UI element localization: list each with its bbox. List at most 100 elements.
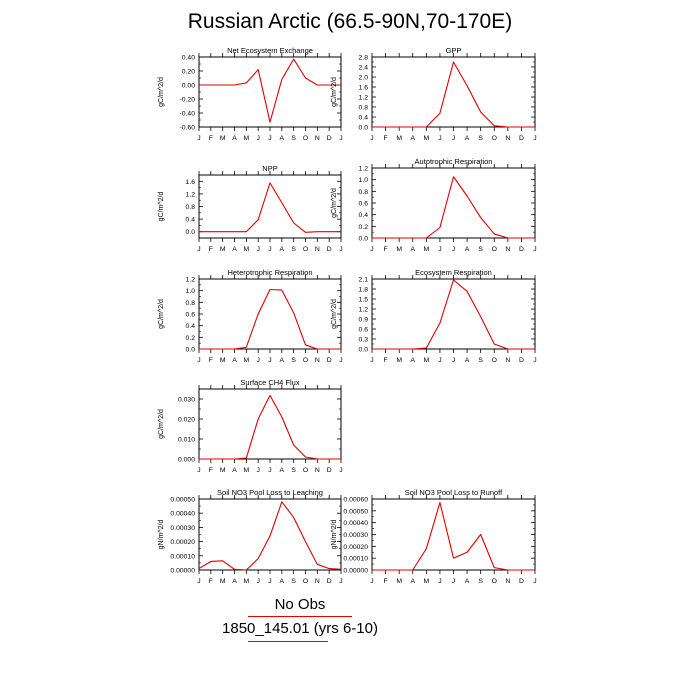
- x-tick-label: D: [327, 135, 332, 142]
- x-tick-label: A: [410, 578, 415, 585]
- x-tick-label: J: [452, 357, 455, 364]
- x-tick-label: J: [268, 246, 271, 253]
- y-tick-label: 0.3: [359, 337, 369, 344]
- y-tick-label: 0.8: [359, 189, 369, 196]
- y-axis-label: gC/m^2/d: [158, 77, 165, 107]
- plot-frame: [371, 278, 536, 350]
- y-tick-label: 0.00: [182, 83, 195, 90]
- y-tick-label: 0.00040: [170, 511, 195, 518]
- panel-title: Soil NO3 Pool Loss to Leaching: [217, 488, 323, 497]
- x-tick-label: J: [256, 578, 259, 585]
- y-tick-label: 0.00030: [343, 532, 368, 539]
- x-tick-label: N: [315, 135, 320, 142]
- y-tick-label: 0.00000: [170, 568, 195, 575]
- x-tick-label: J: [339, 135, 342, 142]
- x-tick-label: M: [396, 578, 402, 585]
- x-tick-label: M: [423, 246, 429, 253]
- x-tick-label: J: [339, 578, 342, 585]
- x-tick-label: A: [280, 578, 285, 585]
- x-tick-label: N: [315, 357, 320, 364]
- y-tick-label: 0.000: [178, 457, 195, 464]
- y-tick-label: 0.9: [359, 317, 369, 324]
- x-tick-label: J: [256, 246, 259, 253]
- x-tick-label: J: [533, 578, 536, 585]
- x-tick-label: J: [370, 578, 373, 585]
- x-tick-label: J: [256, 467, 259, 474]
- y-tick-label: 0.4: [359, 212, 369, 219]
- x-tick-label: A: [465, 578, 470, 585]
- x-tick-label: M: [220, 135, 226, 142]
- x-tick-label: J: [452, 578, 455, 585]
- x-tick-label: J: [533, 246, 536, 253]
- x-tick-label: O: [303, 357, 308, 364]
- x-tick-label: O: [303, 246, 308, 253]
- y-tick-label: 0.6: [186, 312, 196, 319]
- chart-panel-2: GPP gC/m^2/d 0.0 0.4 0.8 1.2 1.6 2.0 2.4 2.8 J F M A M…: [331, 46, 537, 142]
- x-tick-label: J: [339, 467, 342, 474]
- x-tick-label: M: [220, 467, 226, 474]
- y-tick-label: 0.010: [178, 437, 195, 444]
- figure-title: Russian Arctic (66.5-90N,70-170E): [187, 10, 513, 33]
- x-tick-label: D: [519, 135, 524, 142]
- x-tick-label: M: [243, 578, 249, 585]
- y-tick-label: 0.00050: [170, 497, 195, 504]
- x-tick-label: D: [327, 357, 332, 364]
- y-tick-label: 1.2: [359, 166, 369, 173]
- y-tick-label: 2.0: [359, 75, 369, 82]
- x-tick-label: A: [280, 357, 285, 364]
- x-tick-label: N: [315, 246, 320, 253]
- legend-obs-line: [248, 616, 352, 617]
- x-tick-label: A: [232, 246, 237, 253]
- y-tick-label: 0.0: [186, 347, 196, 354]
- x-tick-label: J: [533, 135, 536, 142]
- y-tick-label: 1.2: [359, 307, 369, 314]
- chart-panel-7: Surface CH4 Flux gC/m^2/d 0.000 0.010 0.020 0…: [158, 378, 343, 474]
- y-tick-label: 1.5: [359, 297, 369, 304]
- y-tick-label: 0.00010: [170, 553, 195, 560]
- x-tick-label: S: [478, 246, 483, 253]
- x-tick-label: D: [519, 246, 524, 253]
- x-tick-label: O: [492, 578, 497, 585]
- x-tick-label: F: [209, 357, 213, 364]
- x-tick-label: J: [256, 135, 259, 142]
- y-tick-label: 0.00020: [170, 539, 195, 546]
- series-line: [372, 176, 535, 239]
- y-axis-label: gN/m^2/d: [158, 520, 165, 550]
- x-tick-label: J: [370, 357, 373, 364]
- x-tick-label: O: [492, 246, 497, 253]
- y-tick-label: 0.8: [359, 105, 369, 112]
- y-tick-label: 0.40: [182, 55, 195, 62]
- chart-panel-9: Soil NO3 Pool Loss to Runoff gN/m^2/d 0.00…: [331, 488, 537, 585]
- x-tick-label: O: [303, 578, 308, 585]
- x-tick-label: M: [220, 578, 226, 585]
- x-tick-label: D: [327, 467, 332, 474]
- x-tick-label: A: [280, 467, 285, 474]
- plot-frame: [198, 56, 342, 128]
- x-tick-label: J: [197, 135, 200, 142]
- x-tick-label: J: [256, 357, 259, 364]
- panel-title: Autotrophic Respiration: [415, 157, 493, 166]
- x-tick-label: D: [519, 357, 524, 364]
- y-axis-label: gC/m^2/d: [331, 77, 338, 107]
- y-tick-label: 0.6: [359, 327, 369, 334]
- x-tick-label: F: [384, 246, 388, 253]
- y-tick-label: 0.4: [186, 323, 196, 330]
- y-tick-label: 0.20: [182, 69, 195, 76]
- panel-title: Net Ecosystem Exchange: [227, 46, 313, 55]
- panel-title: Surface CH4 Flux: [240, 378, 299, 387]
- x-tick-label: M: [220, 357, 226, 364]
- x-tick-label: M: [243, 467, 249, 474]
- series-line: [199, 288, 341, 350]
- y-tick-label: 2.8: [359, 55, 369, 62]
- x-tick-label: D: [519, 578, 524, 585]
- panel-title: Ecosystem Respiration: [415, 268, 492, 277]
- x-tick-label: J: [197, 246, 200, 253]
- y-axis-label: gC/m^2/d: [158, 299, 165, 329]
- x-tick-label: S: [291, 357, 296, 364]
- plot-frame: [198, 388, 342, 460]
- y-tick-label: 2.4: [359, 65, 369, 72]
- y-tick-label: 1.2: [359, 95, 369, 102]
- x-tick-label: J: [197, 467, 200, 474]
- y-tick-label: 2.1: [359, 277, 369, 284]
